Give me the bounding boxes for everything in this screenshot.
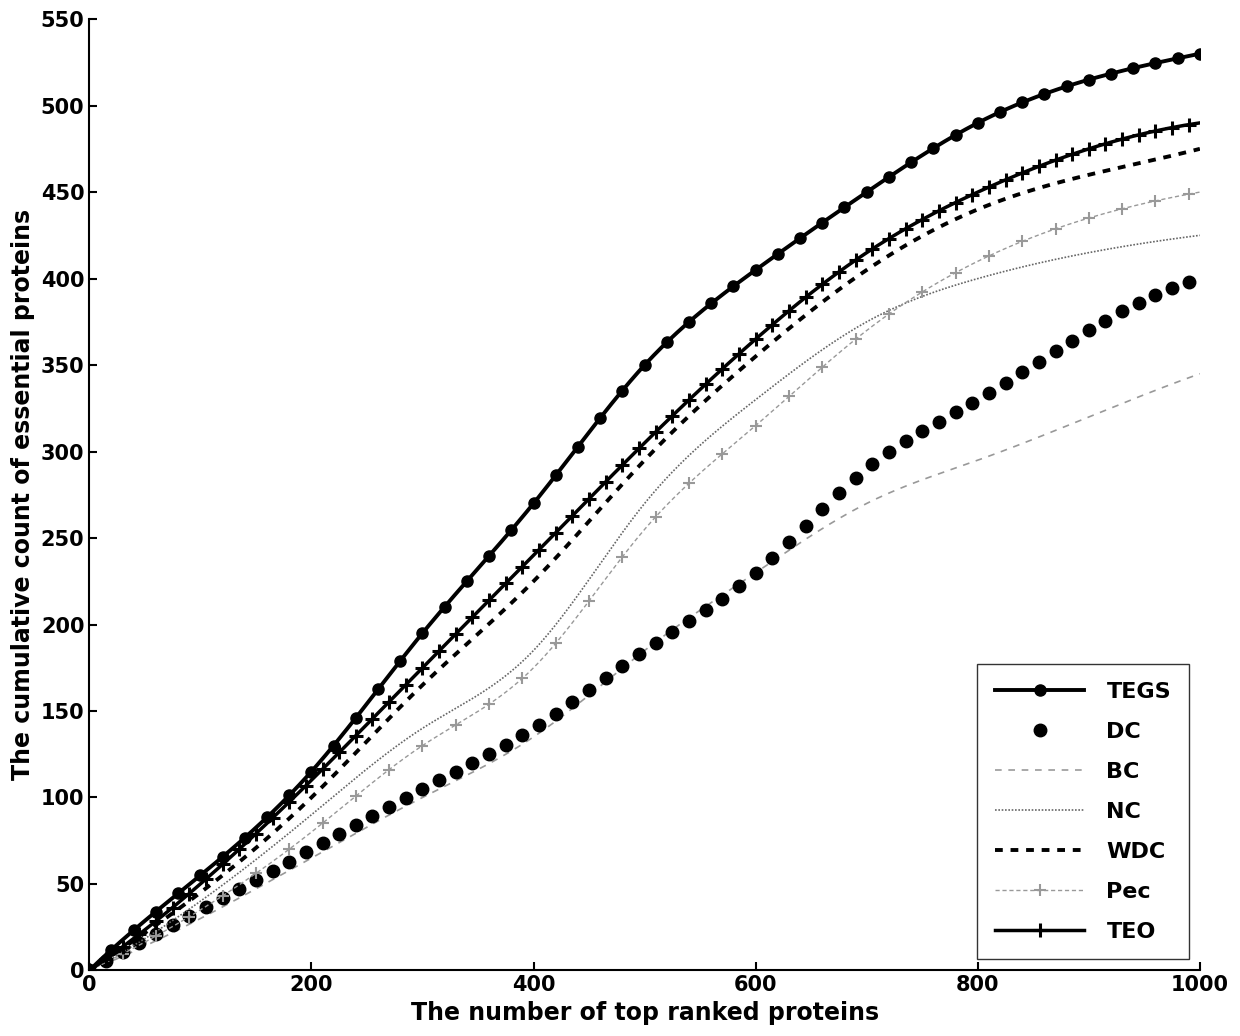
Y-axis label: The cumulative count of essential proteins: The cumulative count of essential protei…: [11, 209, 35, 780]
X-axis label: The number of top ranked proteins: The number of top ranked proteins: [410, 1001, 879, 1025]
Legend: TEGS, DC, BC, NC, WDC, Pec, TEO: TEGS, DC, BC, NC, WDC, Pec, TEO: [977, 664, 1189, 959]
